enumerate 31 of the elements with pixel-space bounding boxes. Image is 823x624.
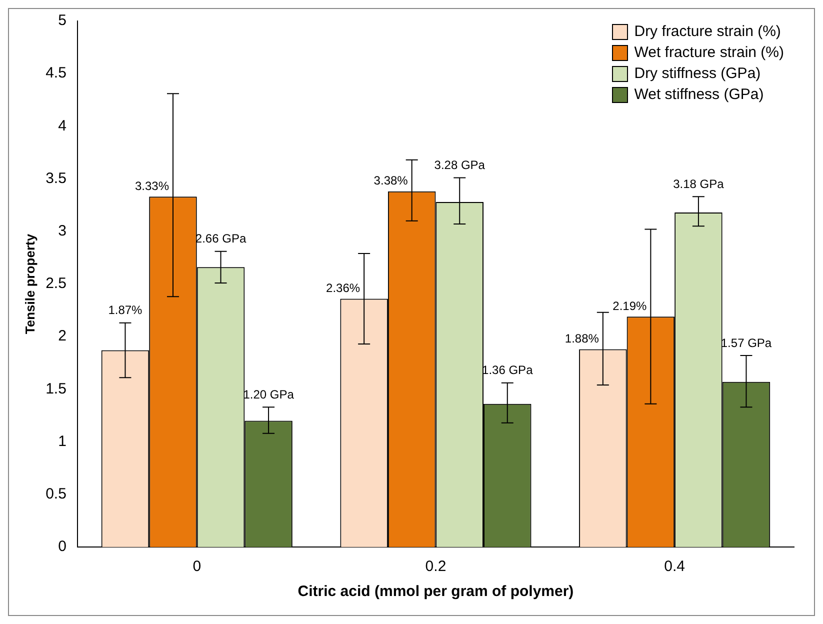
y-tick-label: 2: [58, 328, 66, 345]
y-tick-label: 4: [58, 117, 66, 134]
data-label: 3.38%: [374, 174, 408, 188]
x-axis-title: Citric acid (mmol per gram of polymer): [298, 583, 574, 600]
legend-label: Dry stiffness (GPa): [634, 65, 761, 82]
data-label: 2.19%: [612, 298, 648, 313]
data-label: 3.28 GPa: [434, 158, 486, 172]
data-label: 1.36 GPa: [482, 363, 534, 378]
x-tick-label: 0.2: [425, 558, 446, 576]
data-label: 1.88%: [564, 332, 600, 346]
y-tick-label: 2.5: [46, 275, 66, 292]
y-tick-label: 5: [58, 12, 66, 30]
data-label: 1.20 GPa: [243, 387, 294, 402]
legend-label: Wet fracture strain (%): [634, 44, 784, 61]
data-label: 3.18 GPa: [673, 176, 724, 191]
data-label: 1.57 GPa: [720, 336, 772, 350]
y-tick-label: 4.5: [46, 64, 66, 82]
x-tick-label: 0.4: [664, 558, 686, 576]
legend-label: Dry fracture strain (%): [634, 23, 781, 40]
data-label: 2.36%: [326, 281, 360, 296]
legend-label: Wet stiffness (GPa): [634, 86, 764, 103]
y-tick-label: 3: [58, 222, 66, 240]
y-tick-label: 1.5: [46, 380, 66, 398]
x-tick-label: 0: [192, 558, 202, 576]
y-tick-label: 0.5: [46, 486, 66, 503]
y-tick-label: 0: [58, 538, 66, 556]
y-axis-title: Tensile property: [22, 233, 38, 334]
data-label: 1.87%: [108, 303, 143, 318]
y-tick-label: 1: [58, 432, 66, 450]
y-tick-label: 3.5: [46, 170, 66, 187]
data-label: 3.33%: [134, 178, 170, 193]
